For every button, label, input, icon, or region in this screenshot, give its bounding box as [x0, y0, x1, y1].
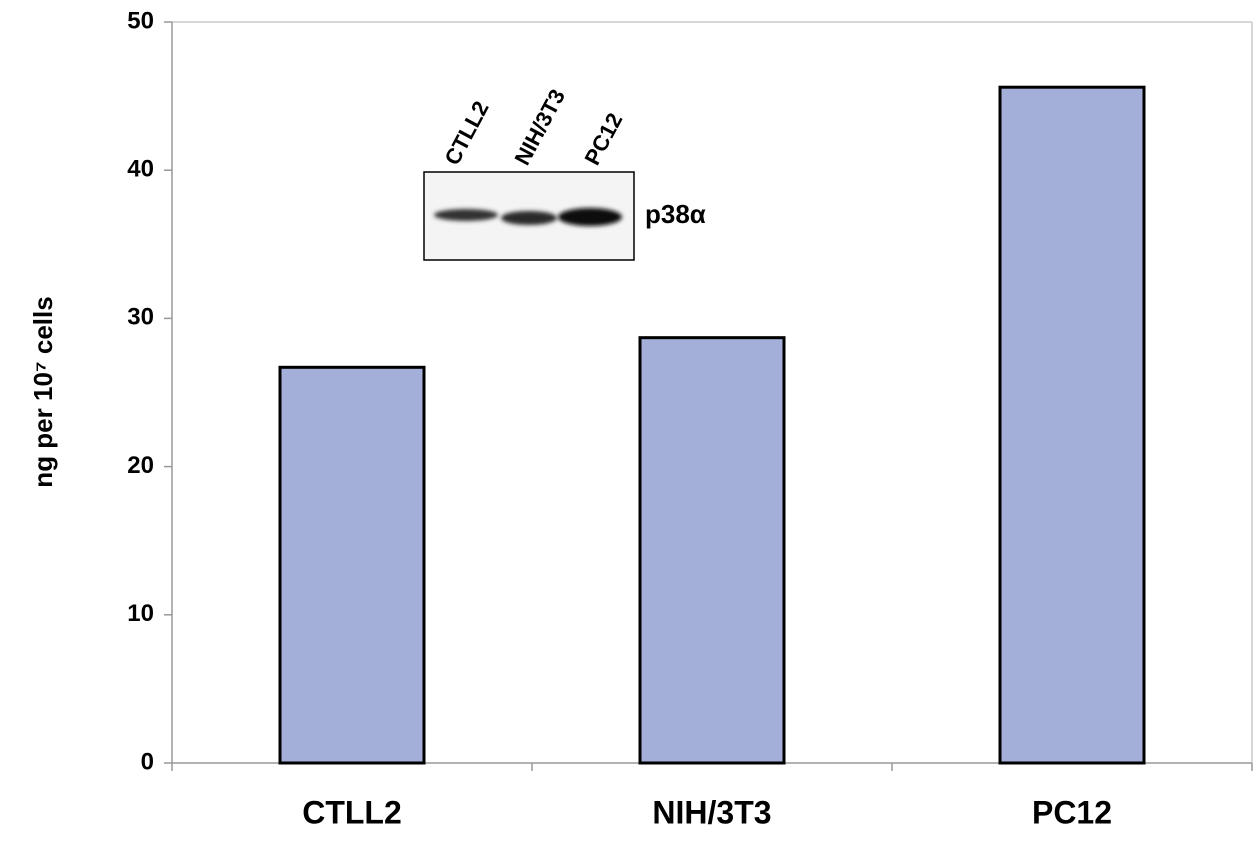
y-tick-label: 10	[127, 600, 154, 627]
blot-band	[501, 211, 557, 225]
lane-label: PC12	[579, 109, 627, 169]
blot-band	[558, 208, 622, 226]
y-tick-label: 40	[127, 156, 154, 183]
y-tick-label: 50	[127, 7, 154, 34]
band-label: p38α	[645, 199, 706, 229]
y-tick-label: 20	[127, 452, 154, 479]
inset-blot: p38α	[424, 172, 706, 260]
chart: ng per 10⁷ cells p38α 0 10 20 30 40 50 CTLL2 NI…	[0, 0, 1257, 841]
y-tick-label: 30	[127, 304, 154, 331]
bar	[1000, 87, 1144, 763]
bar	[280, 367, 424, 763]
x-tick-label: CTLL2	[302, 794, 402, 830]
bar	[640, 338, 784, 763]
lane-label: NIH/3T3	[509, 85, 570, 169]
y-tick-label: 0	[141, 748, 154, 775]
y-axis-label: ng per 10⁷ cells	[28, 296, 58, 487]
blot-band	[434, 209, 498, 221]
lane-label: CTLL2	[439, 97, 493, 169]
x-tick-label: NIH/3T3	[652, 794, 771, 830]
x-tick-label: PC12	[1032, 794, 1112, 830]
